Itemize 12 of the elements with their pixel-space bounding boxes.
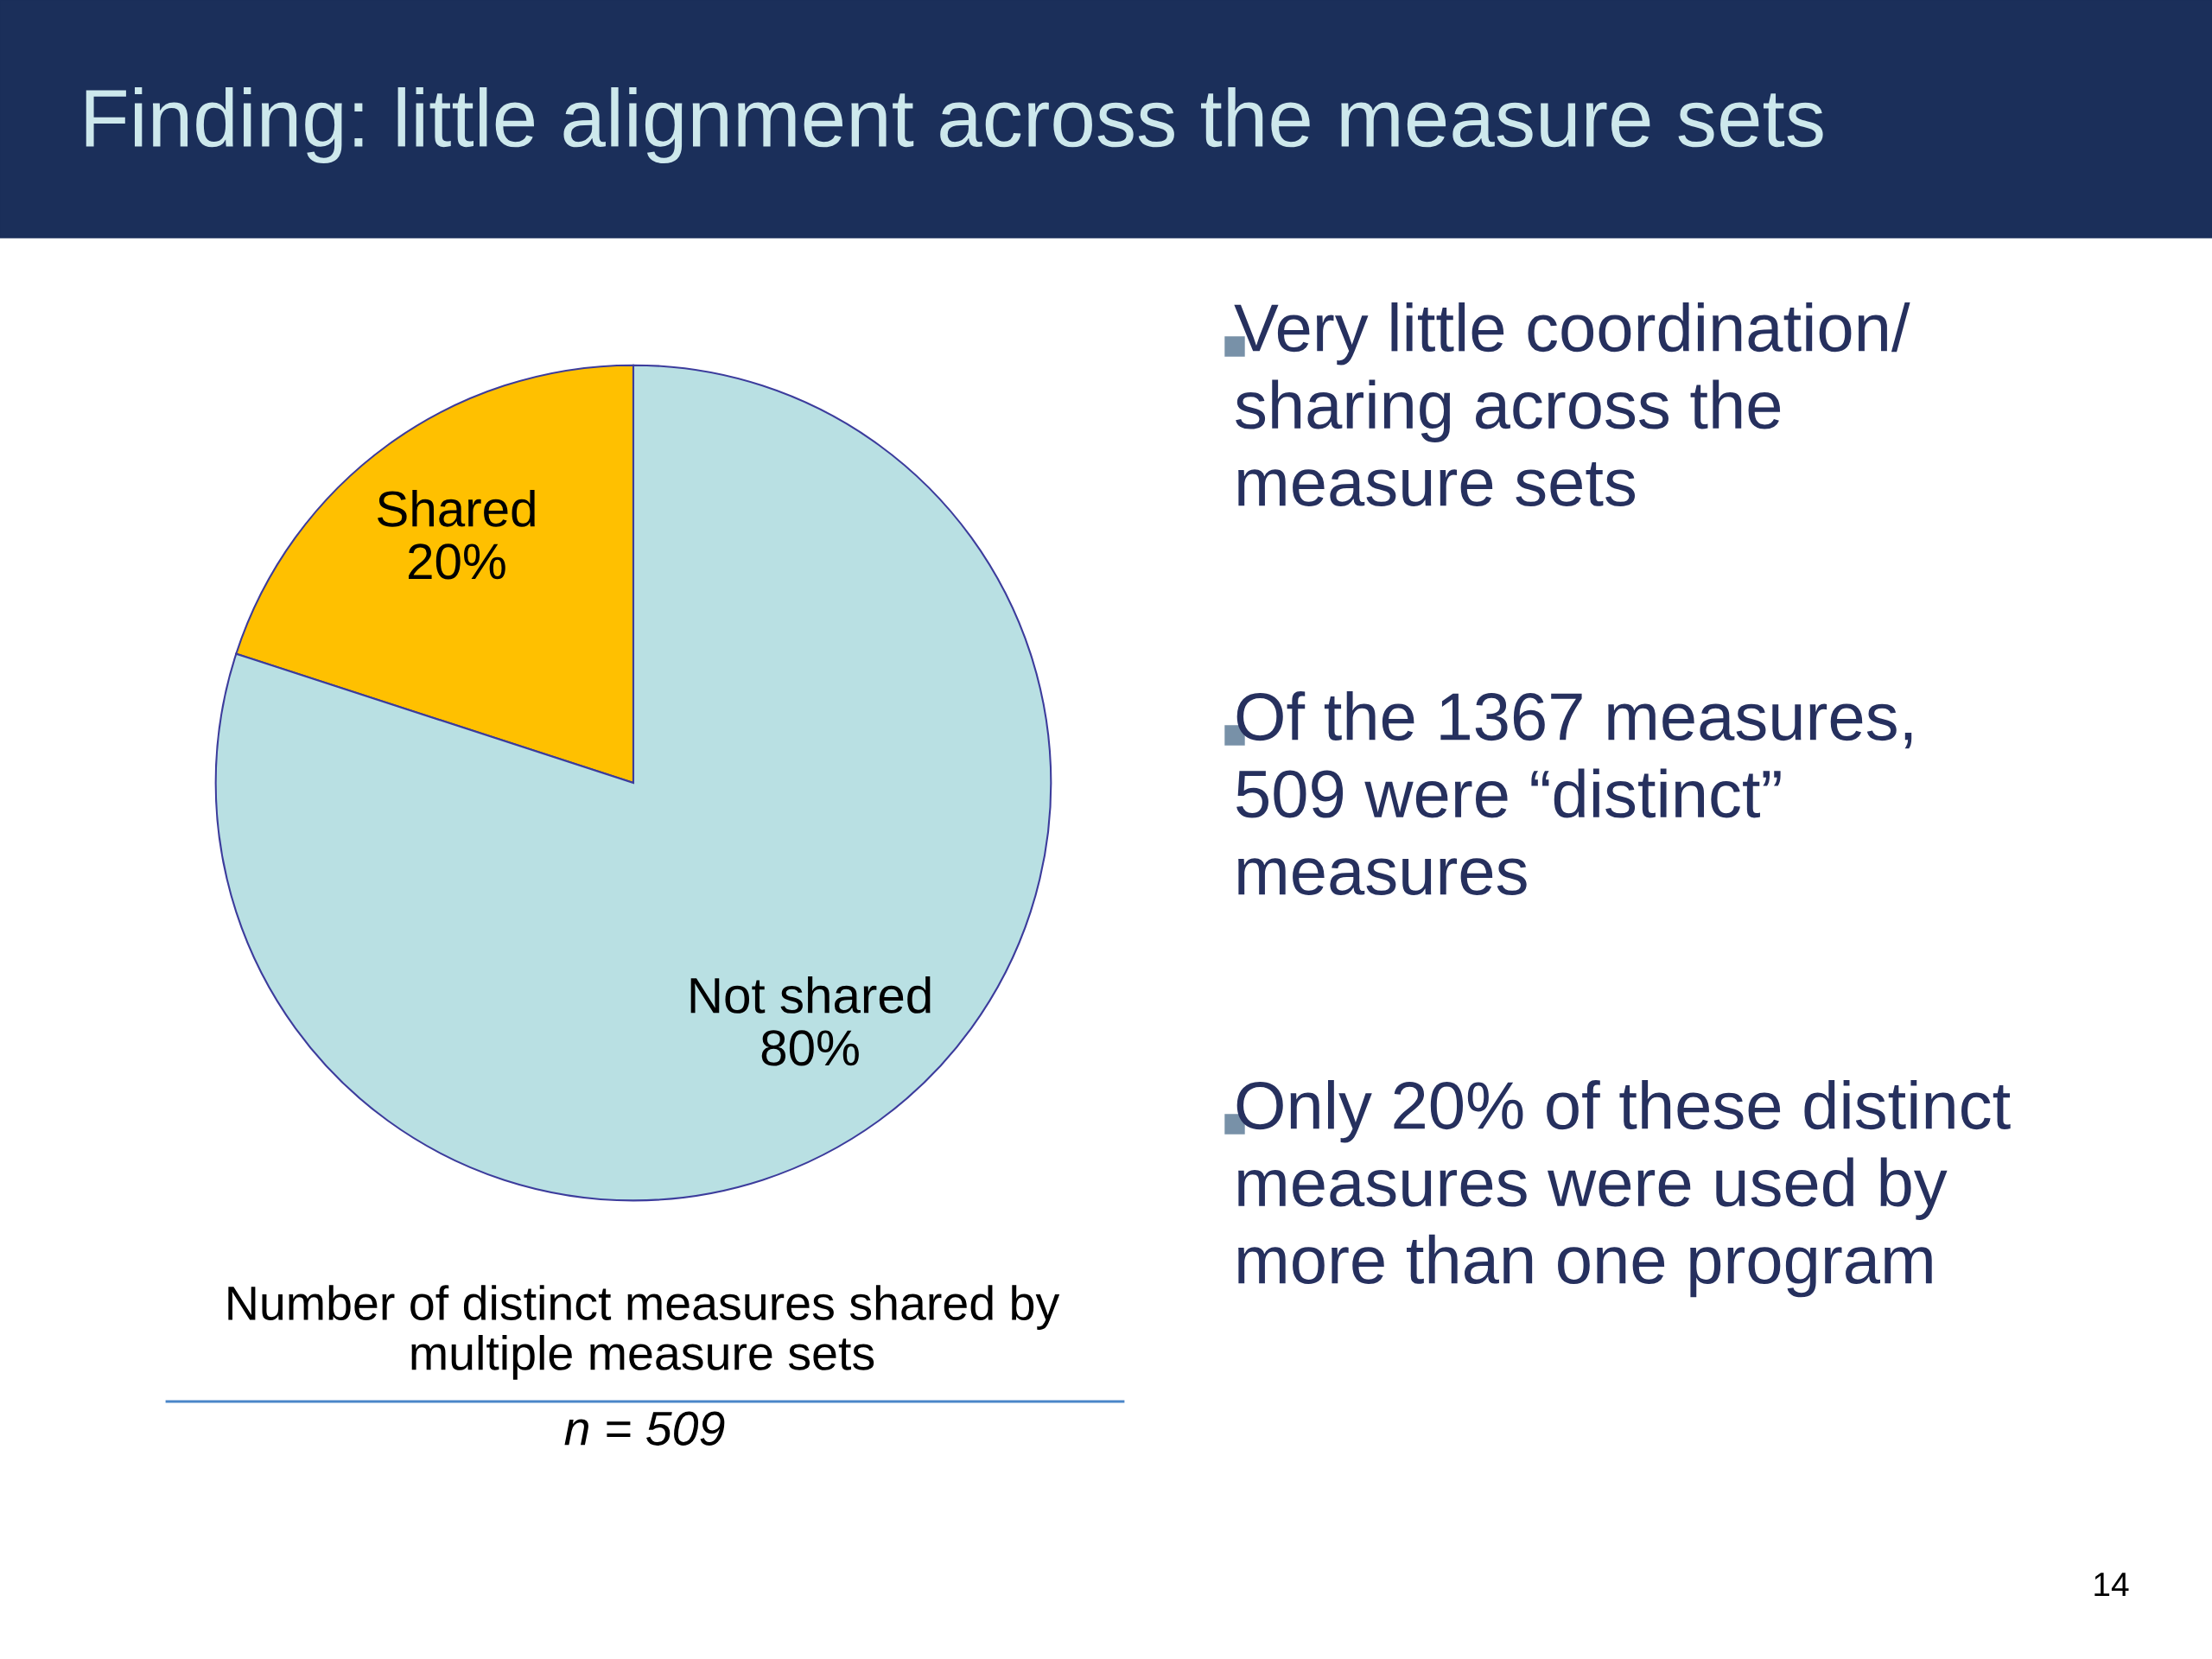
chart-title: Finding: little alignment across the measure sets [86, 86, 1823, 164]
slice-label: Shared [378, 489, 535, 527]
data-label: 80% [761, 1030, 859, 1066]
text: Of the 1367 measures, 509 were “distinct” measures [1236, 691, 1912, 895]
data-label: 20% [409, 543, 505, 580]
text: Very little coordination/ sharing across the measure sets [1234, 302, 1910, 506]
pie-slice [214, 364, 1052, 1202]
text: 14 [2094, 1573, 2129, 1597]
slice-label: Not shared [690, 976, 931, 1014]
text: n = 509 [564, 1411, 725, 1446]
text: Only 20% of these distinct measures were used by more than one program [1236, 1080, 2011, 1298]
text: Number of distinct measures shared by multiple measure sets [228, 1285, 1060, 1380]
